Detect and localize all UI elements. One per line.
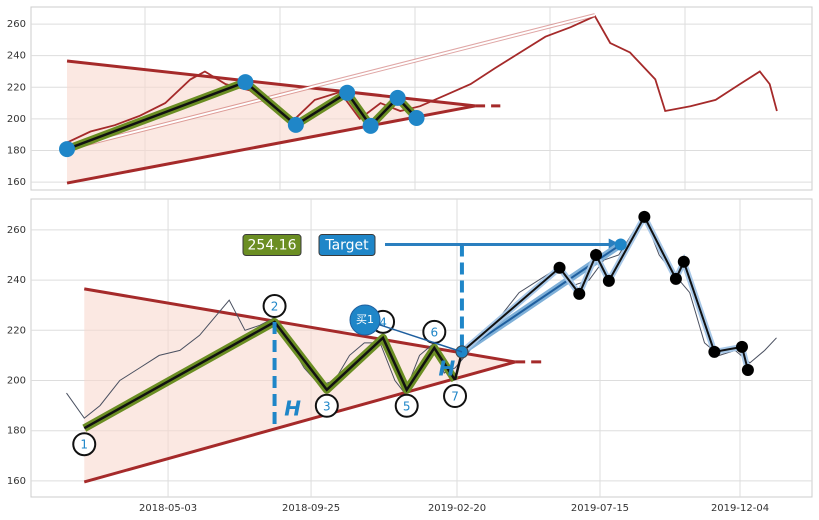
pattern-point: [339, 84, 356, 101]
target-point: [614, 238, 627, 251]
y-tick-label: 240: [7, 275, 26, 286]
pattern-label-ring: [72, 432, 97, 457]
target-value-label: 254.16: [248, 238, 297, 254]
pattern-label-ring: [443, 384, 468, 409]
pattern-point: [287, 116, 304, 133]
triangle-upper: [83, 287, 516, 364]
target-value-box: [242, 234, 302, 257]
pattern-point: [59, 141, 76, 158]
pattern-label: 1: [80, 438, 88, 452]
pattern-label-ring: [394, 393, 419, 418]
pattern-point: [389, 89, 406, 106]
buy-pointer: [364, 319, 463, 353]
pattern-point: [237, 74, 254, 91]
triangle-lower: [66, 104, 476, 185]
swing-point: [638, 210, 651, 223]
y-tick-label: 260: [7, 225, 26, 236]
y-tick-label: 160: [7, 476, 26, 487]
h-label: H: [284, 396, 301, 420]
y-tick-label: 260: [7, 19, 26, 30]
y-tick-label: 220: [7, 325, 26, 336]
triangle-area: [67, 61, 476, 183]
pattern-label: 4: [379, 315, 387, 329]
swing-point: [553, 261, 566, 274]
target-name-label: Target: [324, 238, 369, 254]
pattern-label-ring: [314, 393, 339, 418]
x-tick-label: 2018-09-25: [282, 503, 340, 514]
x-tick-label: 2019-07-15: [571, 503, 629, 514]
target-name-box: [318, 234, 376, 257]
y-tick-label: 220: [7, 82, 26, 93]
triangle-area: [84, 288, 516, 482]
swing-point: [573, 287, 586, 300]
y-tick-label: 180: [7, 145, 26, 156]
y-tick-label: 160: [7, 177, 26, 188]
pattern-label: 3: [323, 399, 331, 413]
h-label: H: [439, 356, 456, 380]
pattern-label: 2: [271, 300, 279, 314]
x-tick-label: 2019-12-04: [711, 503, 769, 514]
x-tick-label: 2019-02-20: [428, 503, 486, 514]
y-tick-label: 200: [7, 114, 26, 125]
pattern-label-ring: [262, 294, 287, 319]
price-line: [66, 15, 778, 144]
y-tick-label: 180: [7, 426, 26, 437]
swing-point: [602, 274, 615, 287]
pattern-label: 7: [451, 390, 459, 404]
arrow-core: [66, 14, 596, 151]
swing-point: [590, 248, 603, 261]
swing-point: [677, 255, 690, 268]
pattern-label: 6: [430, 325, 438, 339]
pattern-label: 5: [403, 399, 411, 413]
buy-marker: [349, 304, 381, 336]
swing-point: [669, 272, 682, 285]
swing-point: [741, 363, 754, 376]
triangle-lower: [83, 360, 516, 484]
swing-point: [708, 345, 721, 358]
swing-point: [735, 340, 748, 353]
pattern-point: [362, 117, 379, 134]
triangle-upper: [66, 59, 476, 108]
x-tick-label: 2018-05-03: [139, 503, 197, 514]
pattern-line: [83, 320, 457, 430]
y-tick-label: 200: [7, 376, 26, 387]
y-tick-label: 240: [7, 51, 26, 62]
buy-label: 买1: [356, 313, 374, 326]
pattern-point: [408, 109, 425, 126]
